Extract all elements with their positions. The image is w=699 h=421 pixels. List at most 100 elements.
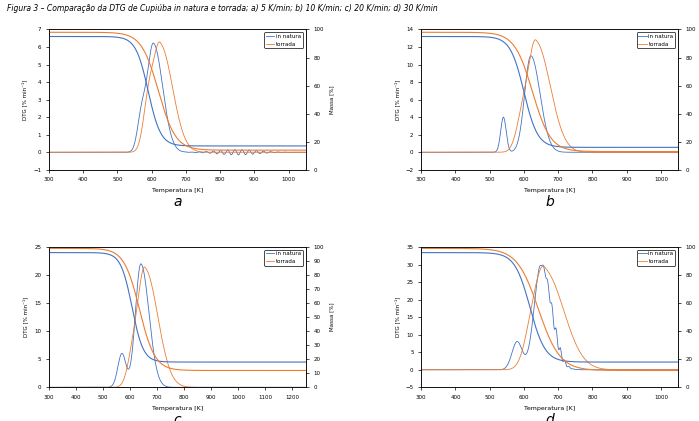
torrada [542, 266, 550, 272]
in natura [45, 150, 53, 155]
Text: d: d [545, 413, 554, 421]
torrada [674, 367, 682, 372]
Text: Figura 3 – Comparação da DTG de Cupiúba in natura e torrada; a) 5 K/min; b) 10 K: Figura 3 – Comparação da DTG de Cupiúba … [7, 4, 438, 13]
torrada [58, 385, 66, 390]
in natura [247, 385, 255, 390]
Line: torrada: torrada [49, 267, 305, 387]
in natura [666, 150, 675, 155]
torrada [301, 150, 310, 155]
in natura [163, 384, 171, 389]
in natura [417, 367, 426, 372]
torrada [45, 385, 53, 390]
torrada [417, 367, 426, 372]
torrada [417, 150, 426, 155]
torrada [301, 385, 310, 390]
torrada [542, 65, 550, 70]
in natura [542, 276, 550, 281]
in natura [163, 114, 171, 119]
Y-axis label: DTG [% min⁻¹]: DTG [% min⁻¹] [22, 80, 28, 120]
Line: in natura: in natura [49, 43, 305, 155]
in natura [535, 87, 544, 92]
in natura [619, 150, 628, 155]
in natura [294, 150, 303, 155]
in natura [58, 385, 66, 390]
X-axis label: Temperatura [K]: Temperatura [K] [524, 188, 575, 193]
torrada [667, 367, 675, 372]
torrada [294, 150, 303, 155]
in natura [674, 367, 682, 372]
Text: c: c [173, 413, 181, 421]
Line: in natura: in natura [49, 264, 305, 387]
Line: torrada: torrada [421, 266, 678, 370]
Y-axis label: Massa [%]: Massa [%] [329, 85, 334, 114]
in natura [667, 367, 675, 372]
X-axis label: Temperatura [K]: Temperatura [K] [524, 405, 575, 410]
Y-axis label: DTG [% min⁻¹]: DTG [% min⁻¹] [23, 297, 29, 337]
Text: b: b [545, 195, 554, 209]
in natura [666, 367, 675, 372]
torrada [619, 367, 628, 372]
torrada [163, 58, 171, 63]
torrada [247, 385, 255, 390]
torrada [294, 385, 303, 390]
torrada [140, 264, 149, 269]
Legend: in natura, torrada: in natura, torrada [637, 32, 675, 48]
torrada [535, 269, 544, 274]
in natura [667, 150, 675, 155]
in natura [430, 150, 438, 155]
torrada [539, 264, 547, 269]
torrada [666, 367, 675, 372]
Y-axis label: DTG [% min⁻¹]: DTG [% min⁻¹] [394, 297, 400, 337]
in natura [301, 150, 310, 155]
Y-axis label: Massa [%]: Massa [%] [329, 303, 334, 331]
in natura [538, 263, 547, 268]
Line: in natura: in natura [421, 56, 678, 152]
Legend: in natura, torrada: in natura, torrada [264, 32, 303, 48]
in natura [58, 150, 66, 155]
Legend: in natura, torrada: in natura, torrada [637, 250, 675, 266]
Line: torrada: torrada [49, 42, 305, 152]
in natura [234, 152, 243, 157]
torrada [247, 150, 255, 155]
torrada [58, 150, 66, 155]
X-axis label: Temperatura [K]: Temperatura [K] [152, 188, 203, 193]
in natura [301, 385, 310, 390]
torrada [667, 150, 675, 155]
torrada [430, 367, 438, 372]
in natura [45, 385, 53, 390]
X-axis label: Temperatura [K]: Temperatura [K] [152, 405, 203, 410]
torrada [155, 39, 164, 44]
in natura [137, 261, 145, 266]
in natura [526, 53, 535, 59]
in natura [294, 385, 303, 390]
Y-axis label: DTG [% min⁻¹]: DTG [% min⁻¹] [394, 80, 400, 120]
torrada [674, 150, 682, 155]
Line: in natura: in natura [421, 265, 678, 370]
in natura [294, 150, 303, 155]
in natura [535, 265, 544, 270]
torrada [666, 150, 675, 155]
in natura [247, 150, 256, 155]
in natura [430, 367, 438, 372]
in natura [619, 367, 628, 372]
Text: a: a [173, 195, 182, 209]
torrada [170, 376, 178, 381]
Legend: in natura, torrada: in natura, torrada [264, 250, 303, 266]
in natura [674, 150, 682, 155]
in natura [149, 40, 157, 45]
in natura [294, 385, 303, 390]
in natura [170, 385, 178, 390]
in natura [170, 141, 178, 146]
torrada [619, 150, 628, 155]
torrada [163, 358, 171, 363]
Line: torrada: torrada [421, 40, 678, 152]
torrada [535, 43, 544, 48]
in natura [417, 150, 426, 155]
torrada [430, 150, 438, 155]
torrada [170, 92, 178, 97]
torrada [294, 150, 303, 155]
torrada [294, 385, 303, 390]
torrada [531, 37, 540, 42]
torrada [45, 150, 53, 155]
in natura [542, 126, 550, 131]
